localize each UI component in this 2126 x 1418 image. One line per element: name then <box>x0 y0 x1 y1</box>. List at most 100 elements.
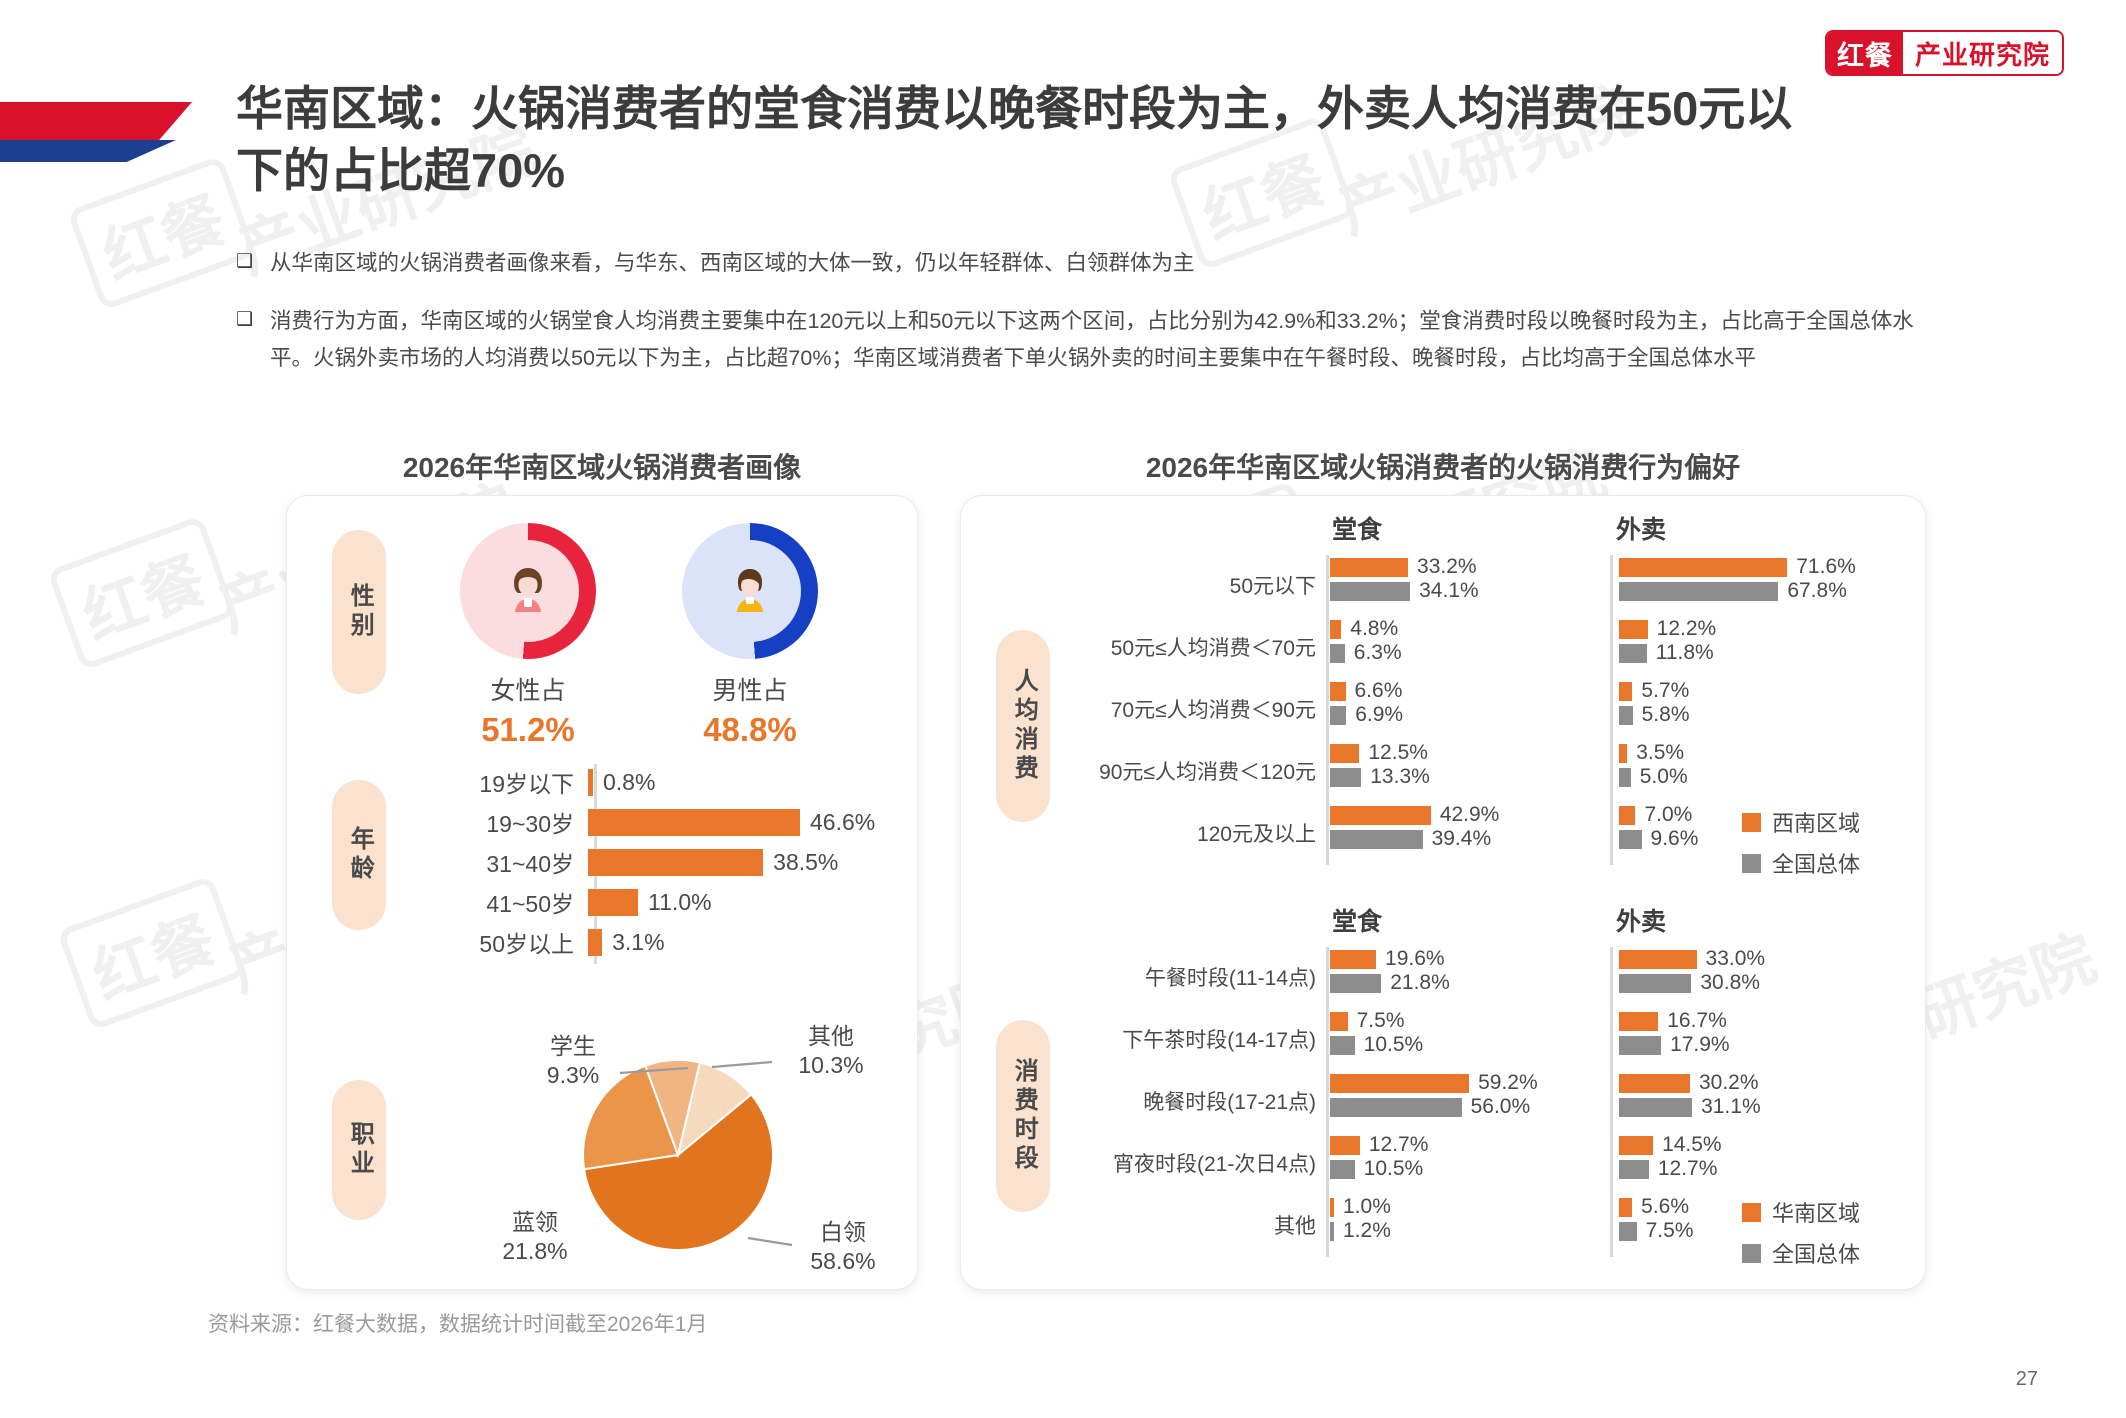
bar-row: 120元及以上 42.9% 39.4% <box>1080 803 1499 868</box>
bar-value-label: 12.2% <box>1656 617 1717 640</box>
consumption-dinein-bars: 50元以下 33.2% 34.1% 50元≤人均消费＜70元 4.8% 6.3% 70元≤人… <box>1080 555 1499 868</box>
bar-category-label: 午餐时段(11-14点) <box>1144 966 1316 990</box>
bar-row: 71.6% 67.8% <box>1613 555 1863 620</box>
female-donut-chart <box>460 523 596 659</box>
bar-segment <box>1619 1198 1633 1217</box>
bullet-list: ❑ 从华南区域的火锅消费者画像来看，与华东、西南区域的大体一致，仍以年轻群体、白… <box>236 245 1926 398</box>
bar-category-label: 50元以下 <box>1229 574 1316 598</box>
timeslot-takeout-axis <box>1610 947 1613 1257</box>
bar-value-label: 6.6% <box>1354 679 1403 702</box>
brand-logo: 红餐 产业研究院 <box>1824 30 2064 76</box>
bar-row: 14.5% 12.7% <box>1613 1133 1863 1198</box>
bar-segment <box>1330 1098 1462 1117</box>
age-bar-label: 31~40岁 <box>486 851 574 877</box>
takeout-header-consumption: 外卖 <box>1616 516 1667 544</box>
bullet-item: ❑ 消费行为方面，华南区域的火锅堂食人均消费主要集中在120元以上和50元以下这… <box>236 303 1926 378</box>
bar-value-label: 9.6% <box>1650 827 1699 850</box>
page-title: 华南区域：火锅消费者的堂食消费以晚餐时段为主，外卖人均消费在50元以下的占比超7… <box>236 82 1793 198</box>
bar-segment <box>1330 974 1382 993</box>
bar-segment <box>1330 768 1362 787</box>
bar-category-label: 120元及以上 <box>1196 822 1316 846</box>
age-bar-value: 0.8% <box>603 768 656 795</box>
bar-row: 其他 1.0% 1.2% <box>1080 1195 1391 1260</box>
bar-value-label: 31.1% <box>1701 1095 1761 1118</box>
legend-item: 华南区域 <box>1742 1196 1860 1228</box>
bar-segment <box>1619 950 1697 969</box>
bar-value-label: 19.6% <box>1385 947 1445 970</box>
male-label: 男性占 <box>712 677 788 705</box>
legend-item: 全国总体 <box>1742 1237 1860 1269</box>
bar-value-label: 33.0% <box>1705 947 1766 970</box>
age-bar-value: 11.0% <box>648 888 712 915</box>
bar-category-label: 晚餐时段(17-21点) <box>1143 1090 1316 1114</box>
occupation-group-label: 职业 <box>346 1121 374 1179</box>
bar-value-label: 13.3% <box>1370 765 1430 788</box>
bullet-marker-icon: ❑ <box>236 308 254 330</box>
bar-row: 宵夜时段(21-次日4点) 12.7% 10.5% <box>1080 1133 1428 1198</box>
bar-segment <box>1619 682 1633 701</box>
consumption-legend: 西南区域 全国总体 <box>1742 806 1860 888</box>
age-bar-label: 50岁以上 <box>479 931 574 957</box>
bar-category-label: 70元≤人均消费＜90元 <box>1110 698 1316 722</box>
bar-category-label: 50元≤人均消费＜70元 <box>1110 636 1316 660</box>
bar-segment <box>1330 806 1431 825</box>
bar-segment <box>1330 1160 1355 1179</box>
age-bar-value: 3.1% <box>612 928 665 955</box>
age-bar-value: 46.6% <box>810 808 876 835</box>
bar-value-label: 39.4% <box>1431 827 1492 850</box>
logo-red-text: 红餐 <box>1826 32 1903 74</box>
bar-segment <box>1619 1136 1654 1155</box>
bar-row: 70元≤人均消费＜90元 6.6% 6.9% <box>1080 679 1403 744</box>
age-bar <box>588 808 801 836</box>
consumption-dinein-axis <box>1326 555 1329 865</box>
bar-segment <box>1619 974 1692 993</box>
dinein-header-consumption: 堂食 <box>1332 516 1383 544</box>
bar-category-label: 其他 <box>1274 1214 1316 1238</box>
bar-segment <box>1330 1074 1470 1093</box>
bar-value-label: 1.2% <box>1343 1219 1391 1242</box>
bar-value-label: 12.7% <box>1368 1133 1429 1156</box>
bar-segment <box>1330 1222 1334 1241</box>
age-bar-container: 0.8% <box>588 768 656 796</box>
bar-segment <box>1619 1160 1649 1179</box>
age-group-pill: 年龄 <box>332 780 386 930</box>
consumption-group-label: 人均消费 <box>1010 668 1038 784</box>
bar-row: 30.2% 31.1% <box>1613 1071 1863 1136</box>
bar-value-label: 5.6% <box>1641 1195 1690 1218</box>
bar-segment <box>1619 558 1788 577</box>
pie-svg <box>582 1058 793 1251</box>
age-bar-container: 11.0% <box>588 888 712 916</box>
bar-segment <box>1619 830 1642 849</box>
age-bar <box>588 928 603 956</box>
bar-segment <box>1619 1012 1659 1031</box>
dinein-header-timeslot: 堂食 <box>1332 908 1383 936</box>
bar-value-label: 59.2% <box>1478 1071 1538 1094</box>
timeslot-group-label: 消费时段 <box>1010 1058 1038 1174</box>
bar-category-label: 90元≤人均消费＜120元 <box>1099 760 1316 784</box>
male-avatar-icon <box>699 540 801 642</box>
legend-label: 全国总体 <box>1772 852 1861 877</box>
bar-segment <box>1619 1074 1690 1093</box>
legend-label: 西南区域 <box>1772 811 1861 836</box>
bar-value-label: 4.8% <box>1350 617 1399 640</box>
bar-segment <box>1330 644 1345 663</box>
occupation-pie-chart: 学生 9.3% 其他 10.3% 蓝领 21.8% 白领 58.6% <box>502 1023 875 1275</box>
age-bar-row: 50岁以上 3.1% <box>416 922 875 962</box>
bar-value-label: 67.8% <box>1787 579 1847 602</box>
bar-value-label: 34.1% <box>1419 579 1479 602</box>
age-bar-container: 3.1% <box>588 928 665 956</box>
bar-value-label: 7.5% <box>1356 1009 1405 1032</box>
pie-label-bluecollar: 蓝领 21.8% <box>502 1209 568 1264</box>
bar-segment <box>1330 830 1423 849</box>
bar-segment <box>1330 1036 1355 1055</box>
bar-category-label: 宵夜时段(21-次日4点) <box>1112 1152 1316 1176</box>
age-bar <box>588 768 593 796</box>
bar-value-label: 6.3% <box>1353 641 1402 664</box>
takeout-header-timeslot: 外卖 <box>1616 908 1667 936</box>
bar-row: 5.7% 5.8% <box>1613 679 1863 744</box>
age-bar-row: 19~30岁 46.6% <box>416 802 875 842</box>
bar-segment <box>1330 558 1409 577</box>
bar-segment <box>1330 582 1411 601</box>
legend-swatch <box>1742 1202 1761 1222</box>
bar-segment <box>1330 706 1347 725</box>
